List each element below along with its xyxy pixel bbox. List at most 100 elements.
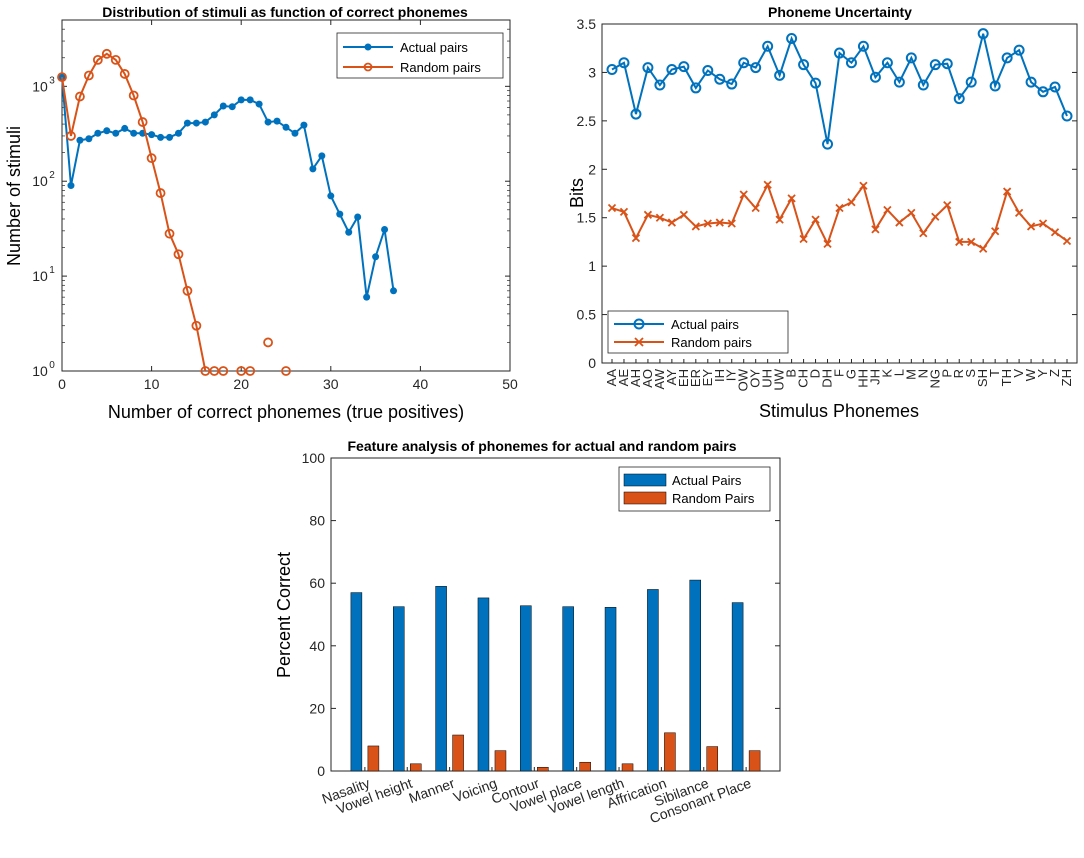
chart2-actual-point [618, 57, 630, 69]
chart1-y-tick-label: 10 [32, 363, 48, 379]
chart3-actual-bar [562, 606, 574, 772]
chart1-actual-point [354, 213, 362, 221]
chart2-y-tick-label: 0 [588, 355, 596, 371]
chart2-x-tick-label: N [915, 369, 930, 378]
chart2-random-point [811, 215, 820, 224]
chart2-x-tick-label: L [891, 369, 906, 376]
chart2-x-tick-label: G [843, 369, 858, 379]
chart2-y-tick-label: 1 [588, 258, 596, 274]
chart2-random-point [679, 210, 688, 219]
chart2-random-point [775, 215, 784, 224]
chart-feature-analysis: Feature analysis of phonemes for actual … [274, 438, 781, 826]
chart2-actual-point [822, 138, 834, 150]
chart2-random-point [847, 198, 856, 207]
chart1-actual-point [121, 124, 129, 132]
chart3-y-tick-label: 40 [309, 638, 325, 654]
chart1-actual-point [318, 152, 326, 160]
chart2-actual-point [642, 62, 654, 74]
chart2-actual-point [690, 82, 702, 94]
chart1-actual-point [309, 165, 317, 173]
chart3-random-bar [579, 761, 591, 772]
chart2-random-point [703, 219, 712, 228]
chart1-y-tick-label: 10 [32, 78, 48, 94]
chart1-x-tick-label: 30 [323, 376, 339, 392]
chart2-x-tick-label: EH [676, 369, 691, 387]
chart2-y-tick-label: 2 [588, 161, 596, 177]
chart1-actual-point [255, 100, 263, 108]
chart1-random-point [182, 285, 193, 296]
chart1-y-tick-exponent: 2 [49, 170, 55, 181]
chart2-x-tick-label: NG [927, 369, 942, 389]
chart2-x-tick-label: F [832, 369, 847, 377]
chart2-x-tick-label: AE [616, 369, 631, 387]
chart2-actual-point [654, 79, 666, 91]
chart2-y-tick-label: 3 [588, 64, 596, 80]
chart1-random-point [119, 69, 130, 79]
chart2-y-tick-label: 1.5 [577, 210, 597, 226]
chart-phoneme-uncertainty: Phoneme Uncertainty 0 0.5 1 1.5 2 2.5 3 3.5 AAAE… [567, 4, 1078, 421]
chart1-random-point [137, 117, 148, 127]
chart2-random-point [1062, 236, 1072, 246]
chart1-actual-point [300, 121, 308, 129]
chart1-actual-point [381, 225, 389, 233]
chart1-random-point [146, 153, 157, 164]
chart2-x-tick-label: Z [1047, 369, 1062, 377]
chart1-legend-actual: Actual pairs [400, 40, 468, 55]
chart2-x-tick-label: EY [700, 369, 715, 387]
chart2-random-point [871, 225, 880, 234]
chart2-random-point [643, 210, 653, 219]
chart2-actual-point [953, 93, 965, 105]
chart2-x-tick-label: M [903, 369, 918, 380]
chart2-actual-point [714, 73, 726, 85]
chart1-random-point [218, 366, 229, 376]
chart2-random-line [611, 182, 1068, 251]
chart2-actual-point [941, 58, 953, 70]
chart2-random-point [631, 233, 641, 243]
chart1-x-tick-label: 50 [502, 376, 518, 392]
chart3-random-bar [621, 763, 634, 772]
chart1-y-tick-label: 10 [32, 268, 48, 284]
chart1-random-point [128, 90, 139, 101]
chart2-actual-point [845, 57, 857, 69]
chart2-random-point [895, 218, 904, 227]
chart2-x-tick-label: AY [664, 369, 679, 386]
chart2-x-tick-label: D [808, 369, 823, 378]
chart2-x-tick-label: T [987, 369, 1002, 377]
chart2-random-point [1002, 187, 1012, 196]
chart3-actual-bar [520, 605, 532, 772]
chart1-random-point [75, 91, 85, 102]
chart3-y-label: Percent Correct [274, 552, 294, 678]
chart1-actual-point [94, 129, 102, 137]
chart3-random-bar [664, 732, 676, 772]
chart1-actual-point [210, 111, 218, 119]
chart1-actual-point [390, 287, 398, 295]
chart1-title: Distribution of stimuli as function of c… [102, 4, 468, 20]
chart2-x-tick-label: R [951, 369, 966, 378]
chart3-random-bar [748, 750, 761, 772]
chart2-x-tick-label: AW [652, 368, 667, 389]
chart2-x-tick-label: HH [855, 369, 870, 388]
chart2-legend-random: Random pairs [671, 335, 752, 350]
chart3-y-tick-label: 20 [309, 700, 325, 716]
chart1-actual-point [291, 129, 299, 137]
chart2-x-tick-label: UH [760, 369, 775, 388]
chart3-actual-bar [477, 597, 490, 772]
chart3-actual-bar [604, 607, 617, 772]
chart2-actual-point [1061, 110, 1073, 122]
chart1-actual-point [157, 133, 165, 141]
chart2-actual-point [810, 77, 822, 89]
chart2-x-tick-label: SH [975, 369, 990, 387]
chart1-actual-point [174, 129, 182, 137]
chart2-actual-point [606, 64, 618, 76]
chart2-x-tick-label: K [879, 369, 894, 378]
chart2-x-tick-label: AH [628, 369, 643, 387]
chart2-random-point [943, 200, 952, 210]
chart1-actual-point [183, 119, 191, 127]
chart2-x-tick-label: DH [820, 369, 835, 388]
chart1-actual-point [336, 210, 344, 218]
chart1-actual-point [201, 118, 209, 126]
chart3-actual-bar [731, 602, 744, 772]
chart1-actual-point [112, 129, 120, 137]
chart2-random-point [1038, 219, 1048, 228]
